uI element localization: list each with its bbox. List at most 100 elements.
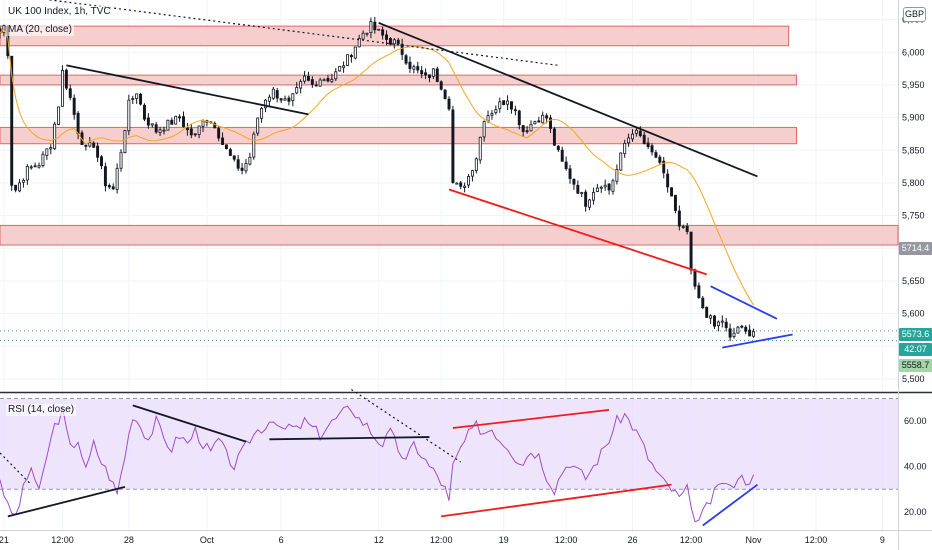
candle-body xyxy=(139,93,143,105)
candle-body xyxy=(552,128,556,146)
candle-body xyxy=(107,185,111,188)
time-axis-label: 12 xyxy=(374,535,384,545)
candle-body xyxy=(709,315,713,319)
candle-body xyxy=(474,158,478,172)
rsi-blue-trendline[interactable] xyxy=(702,483,758,527)
black-trendline[interactable] xyxy=(0,0,559,66)
candle-body xyxy=(146,117,150,126)
candle-body xyxy=(88,142,92,147)
time-axis-label: 12:00 xyxy=(555,535,578,545)
price-axis-label: 5,900 xyxy=(902,113,925,123)
rsi-red-trendline[interactable] xyxy=(441,483,672,518)
candle-body xyxy=(96,145,100,158)
resistance-zone[interactable] xyxy=(0,74,797,86)
rsi-red-trendline[interactable] xyxy=(452,408,610,429)
candle-body xyxy=(713,315,716,327)
candle-body xyxy=(342,65,346,69)
candle-body xyxy=(182,116,185,127)
candle-body xyxy=(275,90,279,99)
candle-body xyxy=(158,129,162,134)
candle-body xyxy=(404,55,408,64)
blue-trendline[interactable] xyxy=(722,333,793,349)
candle-body xyxy=(0,28,2,34)
candle-body xyxy=(388,38,392,45)
candle-body xyxy=(346,54,349,66)
candle-body xyxy=(478,136,482,161)
candle-body xyxy=(365,32,369,35)
rsi-black-trendline[interactable] xyxy=(351,388,462,463)
candle-body xyxy=(744,326,748,332)
candle-body xyxy=(162,129,166,132)
candle-body xyxy=(537,120,541,123)
candle-body xyxy=(224,144,228,150)
candle-body xyxy=(728,328,732,338)
price-tag-last-price: 5573.6 xyxy=(899,328,932,341)
candle-body xyxy=(588,199,592,208)
candle-body xyxy=(576,184,580,194)
ma-legend[interactable]: MA (20, close) xyxy=(6,24,74,36)
candle-body xyxy=(420,70,424,75)
candle-body xyxy=(49,147,53,150)
candle-body xyxy=(154,124,158,133)
price-axis-label: 5,850 xyxy=(902,145,925,155)
candle-body xyxy=(697,285,701,298)
candle-body xyxy=(349,55,353,58)
price-axis-label: 6,000 xyxy=(902,47,925,57)
candle-body xyxy=(92,142,96,148)
time-axis-label: Oct xyxy=(200,535,215,545)
candle-body xyxy=(670,187,674,197)
time-axis-label: 12:00 xyxy=(680,535,703,545)
candle-body xyxy=(84,144,88,147)
candle-body xyxy=(10,55,14,186)
candle-body xyxy=(658,156,662,163)
candle-body xyxy=(619,152,623,171)
candle-body xyxy=(646,142,650,147)
rsi-legend[interactable]: RSI (14, close) xyxy=(6,404,77,416)
black-trendline[interactable] xyxy=(378,22,758,178)
candle-body xyxy=(740,325,744,328)
candle-body xyxy=(447,98,451,110)
candle-body xyxy=(400,43,404,55)
resistance-zone[interactable] xyxy=(0,224,899,246)
candle-body xyxy=(260,107,264,119)
rsi-black-trendline[interactable] xyxy=(7,486,126,518)
red-trendline[interactable] xyxy=(448,188,707,276)
candle-body xyxy=(408,61,412,69)
candle-body xyxy=(361,32,365,40)
black-trendline[interactable] xyxy=(66,64,309,116)
candle-body xyxy=(549,117,552,129)
symbol-legend[interactable]: UK 100 Index, 1h, TVC xyxy=(6,6,113,18)
candle-body xyxy=(662,160,666,174)
candle-body xyxy=(287,97,291,102)
candle-body xyxy=(18,182,21,192)
candle-body xyxy=(416,66,420,71)
candle-body xyxy=(373,21,377,31)
candle-body xyxy=(467,176,470,186)
price-tag-gray-level: 5714.4 xyxy=(899,242,932,255)
rsi-black-trendline[interactable] xyxy=(132,404,247,443)
currency-badge[interactable]: GBP xyxy=(903,7,926,22)
blue-trendline[interactable] xyxy=(710,285,778,320)
candle-body xyxy=(68,88,72,98)
candle-body xyxy=(693,269,697,287)
rsi-black-trendline[interactable] xyxy=(269,436,430,441)
candle-body xyxy=(228,149,232,156)
time-axis-label: 12:00 xyxy=(805,535,828,545)
candle-body xyxy=(435,68,439,82)
candle-body xyxy=(123,130,127,153)
candle-body xyxy=(197,125,201,135)
candle-body xyxy=(76,112,80,135)
candle-body xyxy=(29,166,33,169)
candle-body xyxy=(615,169,619,182)
candle-body xyxy=(142,104,146,120)
candle-body xyxy=(494,109,498,113)
time-axis-label: 21 xyxy=(0,535,9,545)
candle-body xyxy=(650,145,654,153)
candle-body xyxy=(631,133,634,140)
candle-body xyxy=(127,99,131,132)
candle-body xyxy=(580,192,584,194)
candle-body xyxy=(193,133,197,136)
candle-body xyxy=(533,121,537,125)
candle-body xyxy=(677,210,681,227)
